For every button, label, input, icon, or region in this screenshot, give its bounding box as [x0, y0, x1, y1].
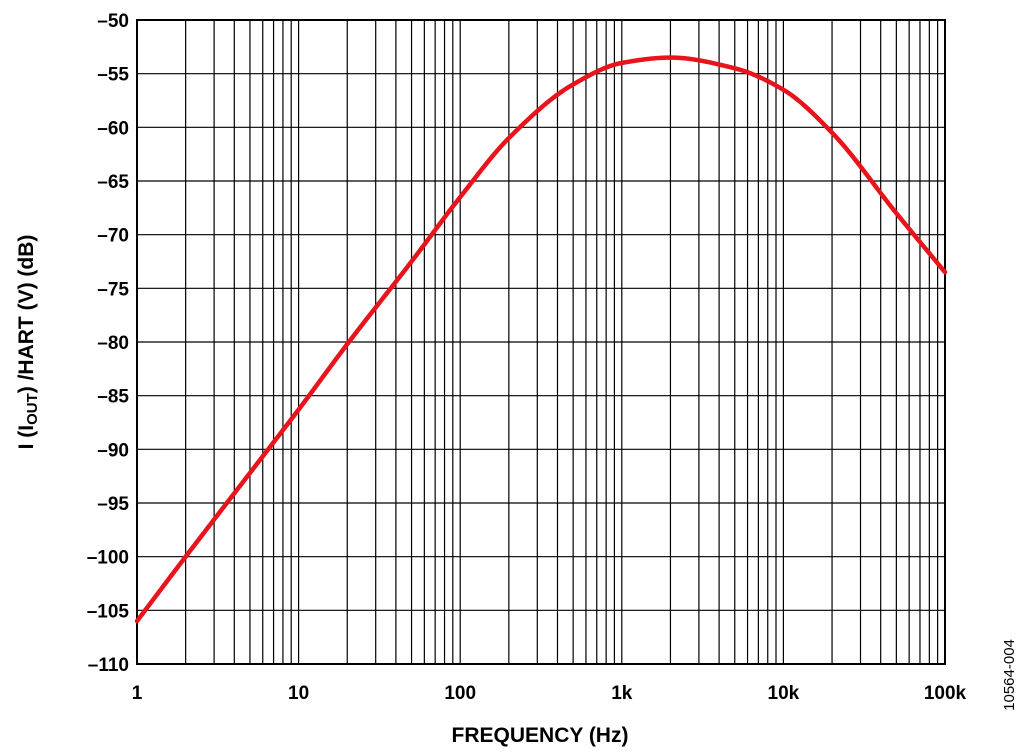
y-tick-label: –85 — [97, 387, 129, 408]
y-tick-label: –105 — [87, 601, 130, 622]
figure-id-label: 10564-004 — [1001, 639, 1018, 711]
x-tick-label: 10 — [288, 683, 309, 704]
y-tick-label: –55 — [97, 65, 129, 86]
y-axis-title-suffix: ) /HART (V) (dB) — [15, 235, 38, 394]
y-tick-label: –50 — [97, 11, 129, 32]
y-tick-label: –110 — [88, 655, 129, 676]
x-tick-label: 100k — [924, 683, 967, 704]
y-axis-title: I (IOUT) /HART (V) (dB) — [15, 235, 41, 450]
y-tick-label: –95 — [97, 494, 129, 515]
y-axis-title-subscript: OUT — [24, 393, 41, 425]
x-axis-tick-labels: 1 10 100 1k 10k 100k — [132, 683, 967, 704]
y-axis-title-prefix: I (I — [15, 425, 38, 450]
y-tick-label: –90 — [97, 440, 129, 461]
series-line — [134, 55, 948, 624]
y-axis-tick-labels: –50 –55 –60 –65 –70 –75 –80 –85 –90 –95 –100 –105 –1… — [87, 11, 130, 676]
y-tick-label: –65 — [97, 172, 129, 193]
y-tick-label: –80 — [97, 333, 129, 354]
x-tick-label: 100 — [444, 683, 476, 704]
x-axis-title: FREQUENCY (Hz) — [452, 724, 629, 747]
plot-frame — [136, 19, 946, 665]
y-tick-label: –70 — [97, 226, 129, 247]
x-tick-label: 1k — [611, 683, 633, 704]
x-tick-label: 10k — [768, 683, 800, 704]
x-tick-label: 1 — [132, 683, 143, 704]
series-layer — [134, 55, 948, 624]
y-tick-label: –60 — [97, 118, 129, 139]
y-tick-label: –75 — [97, 279, 129, 300]
y-tick-label: –100 — [87, 548, 129, 569]
grid-lines — [137, 20, 945, 664]
